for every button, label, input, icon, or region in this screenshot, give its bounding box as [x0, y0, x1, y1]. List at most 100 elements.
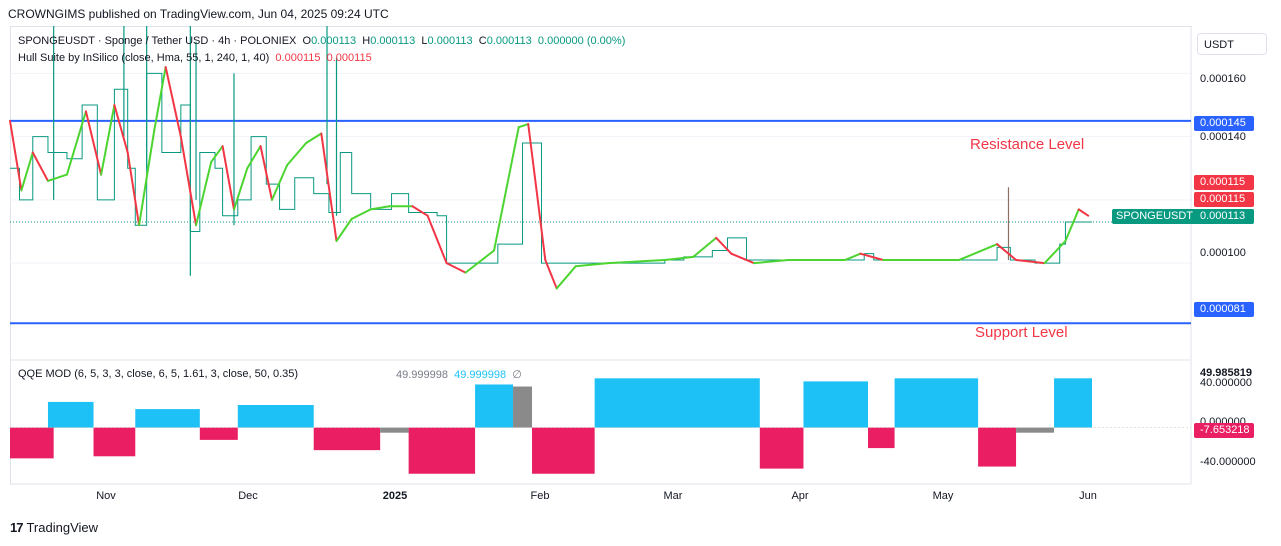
qqe-values: 49.999998 49.999998 ∅ [396, 368, 522, 381]
hull-segment [232, 167, 249, 211]
open-label: O [302, 35, 312, 47]
hull-segment [574, 262, 609, 268]
hull-segment [126, 151, 141, 227]
tradingview-brand[interactable]: 17 TradingView [10, 520, 98, 535]
hull-segment [1077, 208, 1090, 217]
time-tick: May [932, 490, 954, 502]
low-label: L [421, 35, 428, 47]
close-label: C [478, 35, 487, 47]
brand-name: TradingView [26, 520, 99, 535]
hull-segment [663, 255, 695, 261]
hull-segment [320, 132, 338, 243]
hull-segment [527, 123, 547, 261]
qqe-tick: 0.000000 [1200, 416, 1246, 423]
hull-segment [859, 252, 885, 261]
hull-segment [20, 151, 34, 192]
hull-segment [305, 132, 323, 144]
currency-selector[interactable]: USDT [1197, 33, 1267, 55]
qqe-bar [759, 427, 804, 469]
hull-segment [153, 66, 167, 132]
hull-segment [730, 252, 756, 265]
hull-segment [692, 236, 718, 258]
hull-segment [164, 66, 182, 138]
price-tick: 0.000140 [1200, 131, 1246, 143]
close-value: 0.000113 [486, 35, 532, 47]
qqe-value-3: ∅ [512, 369, 522, 381]
qqe-value-1: 49.999998 [396, 369, 448, 381]
hull-segment [246, 145, 262, 170]
hull-segment [195, 160, 213, 227]
qqe-bar [93, 427, 136, 457]
qqe-bar [513, 386, 533, 428]
qqe-bar [408, 427, 476, 474]
hull-value-1: 0.000115 [275, 52, 321, 64]
qqe-bar [475, 384, 514, 428]
resistance-annotation: Resistance Level [970, 136, 1085, 153]
hull-segment [844, 252, 862, 261]
hull-price-tag-1: 0.000115 [1194, 175, 1254, 190]
hull-segment [544, 258, 558, 290]
hull-segment [221, 145, 235, 211]
time-tick: 2025 [382, 490, 408, 502]
qqe-bar [135, 409, 200, 428]
symbol-legend: SPONGEUSDT · Sponge / Tether USD · 4h · … [18, 35, 625, 47]
qqe-bar [532, 427, 595, 474]
time-tick: Feb [530, 490, 550, 502]
hull-segment [606, 258, 666, 265]
hull-segment [517, 123, 530, 129]
hull-segment [31, 151, 49, 182]
qqe-bar [10, 427, 54, 459]
qqe-legend[interactable]: QQE MOD (6, 5, 3, 3, close, 6, 5, 1.61, … [18, 368, 298, 380]
hull-segment [555, 265, 577, 290]
time-tick: Mar [663, 490, 683, 502]
support-price-tag: 0.000081 [1194, 302, 1254, 317]
hull-legend[interactable]: Hull Suite by InSilico (close, Hma, 55, … [18, 52, 372, 64]
hull-segment [113, 104, 129, 154]
hull-segment [350, 208, 372, 220]
qqe-bar [803, 381, 869, 428]
qqe-bar [868, 427, 895, 449]
open-value: 0.000113 [311, 35, 357, 47]
hull-segment [138, 129, 156, 227]
qqe-bar [894, 378, 979, 428]
price-tick: 0.000100 [1200, 247, 1246, 259]
hull-segment [9, 119, 23, 192]
price-tick: 0.000160 [1200, 73, 1246, 85]
hull-segment [65, 110, 87, 176]
qqe-bar [594, 378, 760, 428]
resistance-price-tag: 0.000145 [1194, 116, 1254, 131]
symbol-title: SPONGEUSDT · Sponge / Tether USD · 4h · … [18, 35, 297, 47]
hull-segment [84, 110, 103, 176]
qqe-bar [1016, 427, 1055, 433]
hull-segment [753, 258, 790, 265]
symbol-price-tag: SPONGEUSDT [1112, 209, 1198, 224]
hull-segment [493, 126, 520, 252]
hull-segment [286, 141, 308, 167]
hull-segment [46, 173, 68, 182]
hull-segment [1064, 208, 1080, 243]
qqe-tick: 40.000000 [1200, 377, 1252, 389]
qqe-value-2: 49.999998 [454, 369, 507, 381]
qqe-tick: 49.985819 [1200, 367, 1252, 379]
hull-segment [1043, 240, 1067, 265]
hull-segment [1015, 258, 1046, 265]
hull-segment [715, 236, 733, 255]
qqe-bar [237, 404, 314, 428]
hull-value-2: 0.000115 [326, 52, 372, 64]
qqe-value-tag: -7.653218 [1194, 423, 1254, 438]
time-tick: Nov [96, 490, 116, 502]
support-annotation: Support Level [975, 324, 1068, 341]
hull-segment [335, 217, 353, 243]
time-tick: Apr [791, 490, 809, 502]
hull-segment [996, 243, 1018, 261]
qqe-tick: -40.000000 [1200, 456, 1256, 468]
qqe-indicator-name: QQE MOD (6, 5, 3, 3, close, 6, 5, 1.61, … [18, 368, 299, 380]
hull-segment [464, 249, 496, 274]
qqe-bar [47, 401, 94, 428]
hull-segment [369, 205, 391, 211]
hull-segment [958, 243, 999, 261]
qqe-bar [1054, 378, 1092, 428]
publisher-header: CROWNGIMS published on TradingView.com, … [8, 7, 389, 21]
hull-segment [100, 104, 116, 176]
